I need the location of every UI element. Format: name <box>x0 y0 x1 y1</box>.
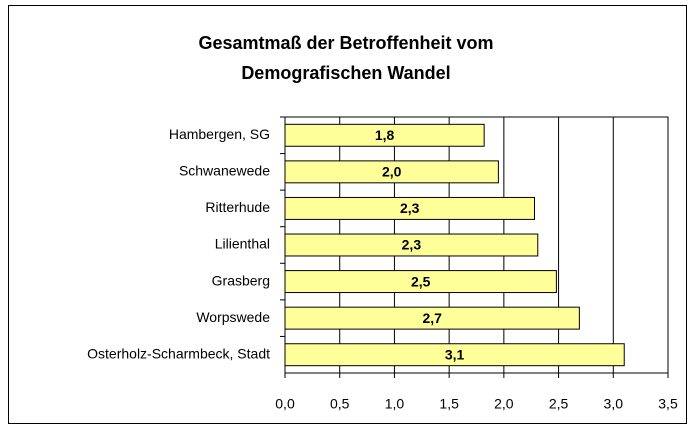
bar <box>284 270 557 294</box>
x-tick-label: 3,0 <box>604 396 624 412</box>
y-tick-label: Grasberg <box>212 272 270 288</box>
value-label: 1,8 <box>375 127 395 143</box>
bar <box>284 233 539 257</box>
y-tick-label: Lilienthal <box>215 236 270 252</box>
x-tick-label: 1,0 <box>385 396 405 412</box>
bar <box>284 343 625 367</box>
value-label: 2,3 <box>400 200 420 216</box>
y-tick-label: Hambergen, SG <box>169 126 270 142</box>
y-tick-label: Worpswede <box>196 309 270 325</box>
chart-title: Gesamtmaß der Betroffenheit vom <box>198 33 493 53</box>
value-label: 2,7 <box>422 310 442 326</box>
x-tick-label: 2,5 <box>549 396 569 412</box>
y-tick-label: Osterholz-Scharmbeck, Stadt <box>87 345 270 361</box>
bar <box>284 306 580 330</box>
value-label: 2,0 <box>382 164 402 180</box>
y-tick-label: Ritterhude <box>205 199 270 215</box>
x-tick-label: 3,5 <box>658 396 678 412</box>
bar <box>284 196 535 220</box>
y-tick-label: Schwanewede <box>179 163 270 179</box>
x-tick-label: 1,5 <box>439 396 459 412</box>
bar <box>284 160 499 184</box>
value-label: 3,1 <box>445 346 465 362</box>
value-label: 2,3 <box>402 237 422 253</box>
chart-title: Demografischen Wandel <box>241 63 450 83</box>
x-tick-label: 0,5 <box>330 396 350 412</box>
bar <box>284 123 485 147</box>
value-label: 2,5 <box>411 273 431 289</box>
x-tick-label: 0,0 <box>275 396 295 412</box>
x-tick-label: 2,0 <box>494 396 514 412</box>
